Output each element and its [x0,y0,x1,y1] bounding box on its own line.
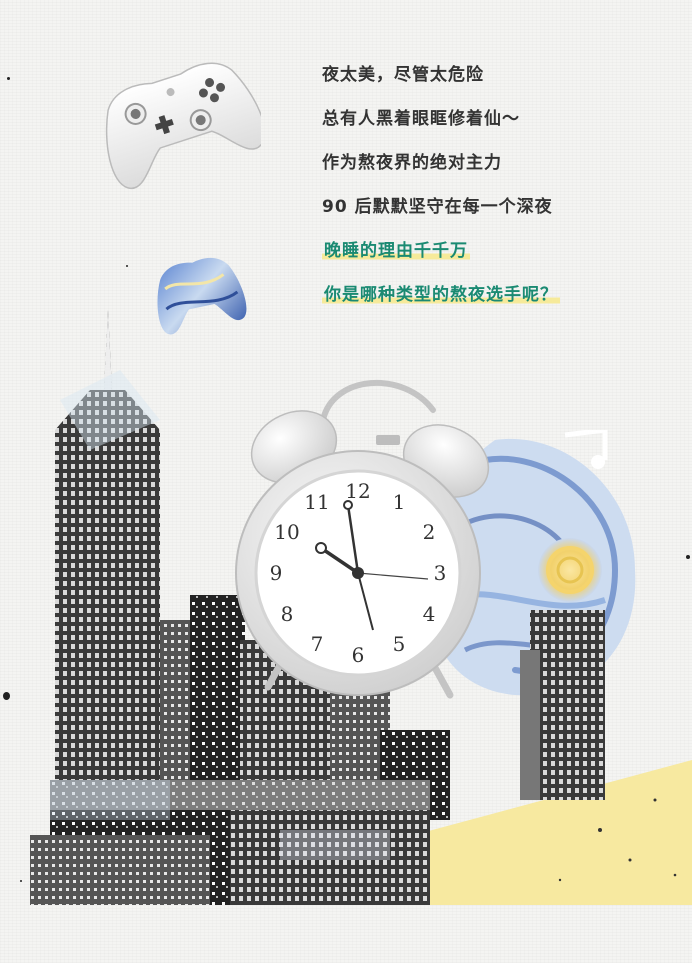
highlight-line-2: 你是哪种类型的熬夜选手呢？ [322,284,642,306]
clock-numeral: 8 [281,602,294,626]
clock-numeral: 7 [311,632,324,656]
clock-numeral: 4 [423,602,436,626]
clock-numeral: 3 [434,561,447,585]
speck [3,692,10,700]
clock-numeral: 11 [304,490,329,514]
game-controller-image [105,62,261,189]
intro-line-4: 90 后默默坚守在每一个深夜 [322,197,553,217]
highlight-line-1: 晚睡的理由千千万 [322,240,642,262]
highlight-line-1-text: 晚睡的理由千千万 [322,241,470,261]
speck [20,880,22,882]
intro-text-block: 夜太美，尽管太危险 总有人黑着眼眶修着仙～ 作为熬夜界的绝对主力 90 后默默坚… [322,64,642,328]
highlight-line-2-text: 你是哪种类型的熬夜选手呢？ [322,285,560,305]
clock-numeral: 6 [352,643,365,667]
clock-numeral: 5 [393,632,406,656]
clock-numeral: 1 [393,490,406,514]
clock-numeral: 9 [270,561,283,585]
speck [7,77,10,80]
intro-line-2: 总有人黑着眼眶修着仙～ [322,109,520,129]
clock-numeral: 2 [423,520,436,544]
intro-line-1: 夜太美，尽管太危险 [322,65,484,85]
city-skyline [30,310,605,905]
intro-line-3: 作为熬夜界的绝对主力 [322,153,502,173]
speck [126,265,128,267]
speck [686,555,690,559]
clock-numeral: 10 [274,520,299,544]
starry-controller-image [157,257,247,335]
clock-numeral: 12 [345,479,370,503]
